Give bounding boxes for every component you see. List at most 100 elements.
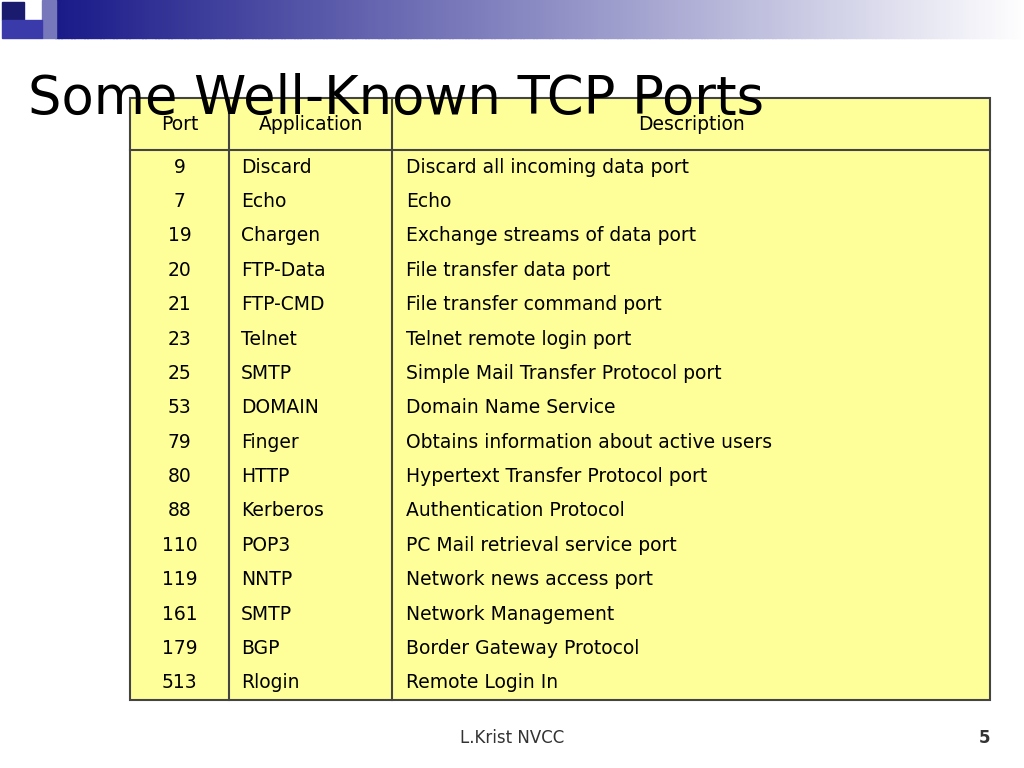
Bar [949, 0, 953, 38]
Bar [346, 0, 349, 38]
Bar [456, 0, 459, 38]
Bar [798, 0, 802, 38]
Bar [982, 0, 986, 38]
Text: 23: 23 [168, 329, 191, 349]
Bar [100, 0, 104, 38]
Text: Discard all incoming data port: Discard all incoming data port [407, 157, 689, 177]
Text: FTP-Data: FTP-Data [241, 261, 326, 280]
Bar [571, 0, 575, 38]
Bar [927, 0, 931, 38]
Bar [924, 0, 928, 38]
Bar [701, 0, 705, 38]
Bar [785, 0, 788, 38]
Bar [540, 0, 543, 38]
Bar [781, 0, 785, 38]
Bar [517, 0, 520, 38]
Bar [937, 0, 940, 38]
Bar [403, 0, 408, 38]
Bar [94, 0, 97, 38]
Bar [1011, 0, 1015, 38]
Bar [481, 0, 485, 38]
Text: 9: 9 [173, 157, 185, 177]
Bar [565, 0, 569, 38]
Bar [201, 0, 204, 38]
Bar [274, 0, 279, 38]
Bar [372, 0, 375, 38]
Bar [988, 0, 992, 38]
Bar [759, 0, 763, 38]
Bar [879, 0, 883, 38]
Bar [291, 0, 295, 38]
Bar [232, 0, 237, 38]
Bar [255, 0, 259, 38]
Bar [75, 0, 78, 38]
Bar [694, 0, 698, 38]
Bar [240, 0, 243, 38]
Bar [445, 0, 450, 38]
Bar [966, 0, 970, 38]
Bar [959, 0, 964, 38]
Bar [58, 0, 62, 38]
Text: Exchange streams of data port: Exchange streams of data port [407, 227, 696, 246]
Bar [753, 0, 757, 38]
Bar [514, 0, 517, 38]
Bar [636, 0, 640, 38]
Text: 25: 25 [168, 364, 191, 383]
Text: Network news access port: Network news access port [407, 570, 653, 589]
Bar [995, 0, 998, 38]
Bar [956, 0, 959, 38]
Bar [84, 0, 88, 38]
Bar [743, 0, 746, 38]
Bar [2, 20, 42, 38]
Bar [210, 0, 214, 38]
Bar [142, 0, 146, 38]
Bar [181, 0, 184, 38]
Bar [627, 0, 631, 38]
Bar [914, 0, 918, 38]
Text: Port: Port [161, 114, 198, 134]
Bar [358, 0, 362, 38]
Bar [132, 0, 136, 38]
Bar [252, 0, 256, 38]
Bar [865, 0, 869, 38]
Text: Telnet: Telnet [241, 329, 297, 349]
Bar [697, 0, 701, 38]
Bar [892, 0, 895, 38]
Bar [436, 0, 440, 38]
Bar [823, 0, 827, 38]
Bar [229, 0, 233, 38]
Bar [450, 0, 453, 38]
Bar [313, 0, 317, 38]
Bar [375, 0, 379, 38]
Bar [711, 0, 715, 38]
Text: L.Krist NVCC: L.Krist NVCC [460, 729, 564, 747]
Bar [55, 0, 58, 38]
Bar [756, 0, 760, 38]
Bar [117, 0, 120, 38]
Bar [617, 0, 621, 38]
Bar [549, 0, 553, 38]
Bar [666, 0, 670, 38]
Text: Hypertext Transfer Protocol port: Hypertext Transfer Protocol port [407, 467, 708, 486]
Bar [585, 0, 589, 38]
Bar [663, 0, 666, 38]
Bar [159, 0, 162, 38]
Bar [310, 0, 314, 38]
Bar [216, 0, 220, 38]
Bar [487, 0, 492, 38]
Bar [1005, 0, 1009, 38]
Bar [591, 0, 595, 38]
Text: HTTP: HTTP [241, 467, 289, 486]
Text: 161: 161 [162, 604, 198, 624]
Bar [361, 0, 366, 38]
Bar [862, 0, 866, 38]
Text: SMTP: SMTP [241, 604, 292, 624]
Bar [675, 0, 679, 38]
Bar [546, 0, 550, 38]
Bar [659, 0, 663, 38]
Bar [733, 0, 737, 38]
Bar [459, 0, 463, 38]
Bar [856, 0, 860, 38]
Bar [265, 0, 268, 38]
Bar [139, 0, 142, 38]
